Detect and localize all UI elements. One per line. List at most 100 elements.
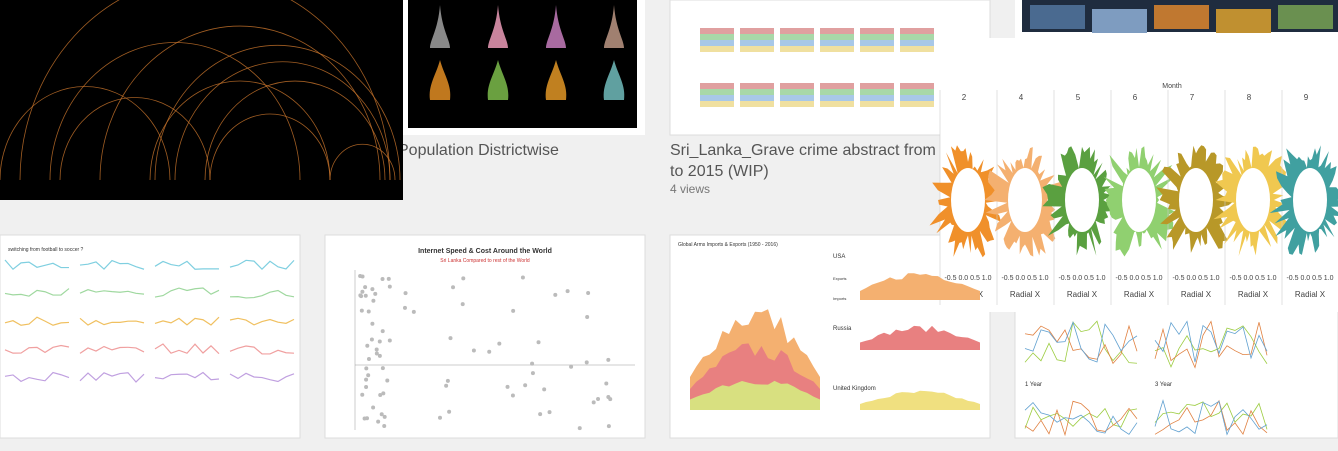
area-block bbox=[740, 28, 774, 34]
area-block bbox=[780, 46, 814, 52]
country-label: United Kingdom bbox=[833, 386, 876, 392]
dot bbox=[511, 309, 515, 313]
dot bbox=[382, 424, 386, 428]
dot bbox=[381, 277, 385, 281]
dot bbox=[412, 310, 416, 314]
dot bbox=[606, 395, 610, 399]
dot bbox=[370, 287, 374, 291]
area-block bbox=[900, 46, 934, 52]
area-block bbox=[700, 101, 734, 107]
thumb-label: 1 Year bbox=[1025, 382, 1042, 388]
view-count: 4 views bbox=[670, 182, 710, 196]
dot bbox=[378, 340, 382, 344]
axis-label: Radial X bbox=[1067, 290, 1098, 299]
area-block bbox=[740, 101, 774, 107]
area-block bbox=[780, 101, 814, 107]
axis-ticks: -0.5 0.0 0.5 1.0 bbox=[1001, 275, 1048, 282]
dot bbox=[364, 366, 368, 370]
dot bbox=[370, 338, 374, 342]
card-title[interactable]: Population Districtwise bbox=[398, 142, 559, 159]
dot bbox=[375, 352, 379, 356]
dot bbox=[530, 362, 534, 366]
axis-label: Radial X bbox=[1238, 290, 1269, 299]
axis-label: Radial X bbox=[1010, 290, 1041, 299]
dot bbox=[360, 393, 364, 397]
area-block bbox=[740, 83, 774, 89]
area-block bbox=[740, 34, 774, 40]
area-block bbox=[700, 83, 734, 89]
area-block bbox=[740, 95, 774, 101]
card[interactable] bbox=[1015, 300, 1338, 438]
column-label: 7 bbox=[1190, 93, 1195, 102]
column-label: 5 bbox=[1076, 93, 1081, 102]
radial-hole bbox=[1293, 168, 1327, 232]
area-block bbox=[780, 40, 814, 46]
dot bbox=[538, 412, 542, 416]
area-block bbox=[860, 101, 894, 107]
area-block bbox=[820, 101, 854, 107]
dot bbox=[365, 416, 369, 420]
dot bbox=[383, 415, 387, 419]
axis-ticks: -0.5 0.0 0.5 1.0 bbox=[1115, 275, 1162, 282]
dot bbox=[371, 406, 375, 410]
dot bbox=[363, 285, 367, 289]
area-block bbox=[860, 89, 894, 95]
dot bbox=[367, 357, 371, 361]
radial-hole bbox=[1236, 168, 1270, 232]
axis-label: Radial X bbox=[1295, 290, 1326, 299]
thumb-label: 3 Year bbox=[1155, 382, 1172, 388]
dot bbox=[472, 348, 476, 352]
dot bbox=[523, 383, 527, 387]
dot bbox=[537, 340, 541, 344]
axis-label: Radial X bbox=[1181, 290, 1212, 299]
axis-ticks: -0.5 0.0 0.5 1.0 bbox=[1286, 275, 1333, 282]
column-label: 4 bbox=[1019, 93, 1024, 102]
dot bbox=[404, 291, 408, 295]
area-block bbox=[860, 40, 894, 46]
area-block bbox=[860, 46, 894, 52]
dot bbox=[388, 339, 392, 343]
thumbnail[interactable] bbox=[408, 0, 637, 128]
card-title[interactable]: Sri_Lanka_Grave crime abstract from bbox=[670, 142, 936, 159]
bar bbox=[1278, 5, 1333, 29]
area-block bbox=[780, 28, 814, 34]
dot bbox=[385, 379, 389, 383]
dot bbox=[553, 293, 557, 297]
dot bbox=[596, 397, 600, 401]
dot bbox=[497, 342, 501, 346]
area-block bbox=[900, 95, 934, 101]
dot bbox=[447, 410, 451, 414]
area-block bbox=[820, 34, 854, 40]
dot bbox=[607, 424, 611, 428]
area-block bbox=[820, 83, 854, 89]
radial-hole bbox=[951, 168, 985, 232]
dot bbox=[364, 294, 368, 298]
dot bbox=[548, 410, 552, 414]
axis-ticks: -0.5 0.0 0.5 1.0 bbox=[1058, 275, 1105, 282]
bar bbox=[1092, 9, 1147, 33]
dot bbox=[487, 350, 491, 354]
bar bbox=[1216, 9, 1271, 33]
thumb-title: switching from football to soccer ? bbox=[8, 247, 84, 253]
dot bbox=[461, 276, 465, 280]
dot bbox=[358, 293, 362, 297]
area-block bbox=[780, 89, 814, 95]
area-block bbox=[860, 34, 894, 40]
dot bbox=[566, 289, 570, 293]
card-title[interactable]: to 2015 (WIP) bbox=[670, 163, 769, 180]
dot bbox=[438, 416, 442, 420]
area-block bbox=[820, 46, 854, 52]
area-block bbox=[900, 83, 934, 89]
dot bbox=[585, 315, 589, 319]
column-label: 9 bbox=[1304, 93, 1309, 102]
dot bbox=[360, 309, 364, 313]
area-block bbox=[900, 89, 934, 95]
dot bbox=[444, 384, 448, 388]
column-label: 8 bbox=[1247, 93, 1252, 102]
thumb-subtitle: Sri Lanka Compared to rest of the World bbox=[440, 258, 530, 264]
area-block bbox=[740, 89, 774, 95]
area-block bbox=[820, 95, 854, 101]
area-block bbox=[740, 46, 774, 52]
area-block bbox=[860, 95, 894, 101]
